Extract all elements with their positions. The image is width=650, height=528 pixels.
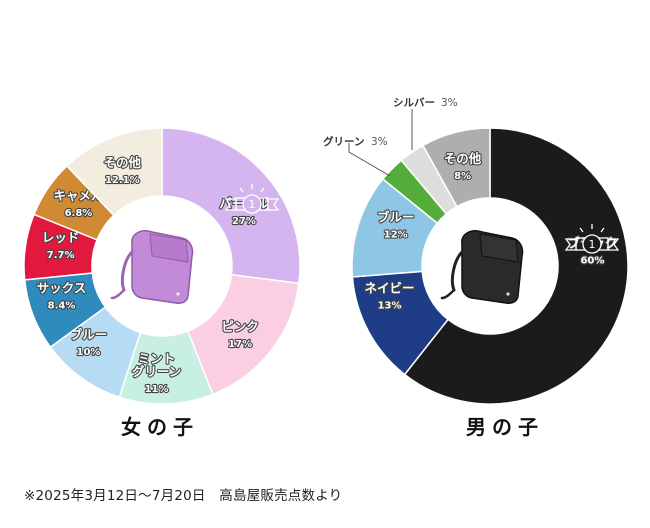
rank-number: 1 — [249, 198, 256, 211]
slice-value: 3% — [441, 97, 458, 109]
slice-value: 11% — [145, 384, 169, 395]
slice-label: レッド — [42, 230, 80, 245]
leader-line — [348, 143, 391, 177]
slice-value: 27% — [232, 216, 256, 227]
slice-label: ブルー — [70, 327, 108, 342]
slice-label: グリーン — [323, 135, 364, 148]
slice-value: 8% — [454, 171, 471, 182]
pie-slice — [186, 273, 300, 396]
slice-value: 17% — [228, 339, 252, 350]
slice-value: 12% — [384, 230, 408, 241]
slice-value: 12.1% — [105, 175, 140, 186]
slice-label: その他 — [444, 151, 482, 166]
slice-label: ミント — [138, 351, 176, 366]
backpack-icon-purple — [110, 230, 194, 304]
rank-number: 1 — [589, 238, 596, 251]
slice-label: ピンク — [221, 319, 259, 334]
slice-value: 60% — [580, 255, 604, 266]
pie-slice — [403, 127, 629, 405]
slice-value: 13% — [378, 300, 402, 311]
rank-badge-icon-girls: 1 — [224, 184, 280, 214]
rank-badge-icon-boys: 1 — [564, 224, 620, 254]
pie-slice — [421, 127, 491, 208]
slice-value: 7.7% — [47, 250, 75, 261]
slice-value: 8.4% — [48, 300, 76, 311]
chart-title-girls: 女の子 — [121, 415, 199, 439]
slice-label: その他 — [104, 155, 142, 170]
pie-slice — [161, 127, 301, 285]
slice-value: 6.8% — [65, 208, 93, 219]
slice-value: 3% — [371, 136, 388, 148]
slice-label: グリーン — [132, 364, 181, 379]
chart-title-boys: 男の子 — [466, 415, 544, 439]
slice-value: 10% — [76, 347, 100, 358]
slice-label: ブルー — [377, 210, 415, 225]
backpack-icon-black — [440, 230, 524, 304]
slice-label: サックス — [37, 280, 87, 295]
footnote: ※2025年3月12日〜7月20日 高島屋販売点数より — [24, 488, 343, 504]
pie-slice — [65, 127, 163, 217]
slice-label: シルバー — [393, 97, 435, 109]
slice-label: ネイビー — [365, 280, 415, 295]
